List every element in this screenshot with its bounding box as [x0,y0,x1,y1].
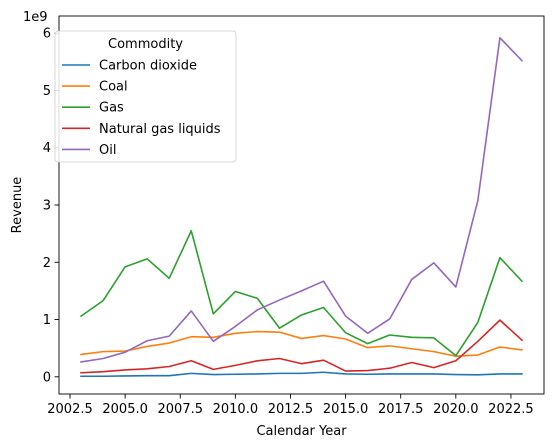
legend-entries: Carbon dioxide Coal Gas Natural gas liquids… [62,59,221,158]
y-axis-label: Revenue [10,177,25,234]
y-tick-label: 6 [43,27,51,42]
x-tick-label: 2002.5 [47,402,93,417]
x-axis-label: Calendar Year [256,424,347,439]
y-tick-label: 2 [43,256,51,271]
y-tick-label: 5 [43,84,51,99]
series-line-1 [80,330,523,358]
legend-title: Commodity [108,37,183,52]
series-line-2 [79,229,524,357]
x-tick-label: 2022.5 [488,402,534,417]
series-layer [79,36,524,378]
x-axis: 2002.5 2005.0 2007.5 2010.0 2012.5 2015.0 2017… [47,394,534,417]
x-tick-label: 2012.5 [268,402,314,417]
x-tick-label: 2017.5 [378,402,424,417]
legend-label: Carbon dioxide [99,59,197,74]
y-tick-label: 1 [43,313,51,328]
x-tick-label: 2007.5 [158,402,204,417]
legend: Commodity Carbon dioxide Coal Gas Natural g… [54,30,237,163]
legend-label: Coal [99,80,128,95]
x-tick-label: 2010.0 [213,402,259,417]
series-line-4 [80,36,524,363]
series-line-3 [80,319,524,374]
y-tick-label: 3 [43,199,51,214]
x-tick-label: 2005.0 [102,402,148,417]
legend-box [54,30,237,163]
y-tick-label: 0 [43,370,51,385]
legend-label: Gas [99,101,124,116]
legend-label: Natural gas liquids [99,122,221,137]
x-tick-label: 2020.0 [433,402,479,417]
x-tick-label: 2015.0 [323,402,369,417]
y-axis-offset-text: 1e9 [23,10,48,25]
y-tick-label: 4 [43,141,51,156]
legend-label: Oil [99,143,116,158]
series-line-0 [80,371,523,378]
